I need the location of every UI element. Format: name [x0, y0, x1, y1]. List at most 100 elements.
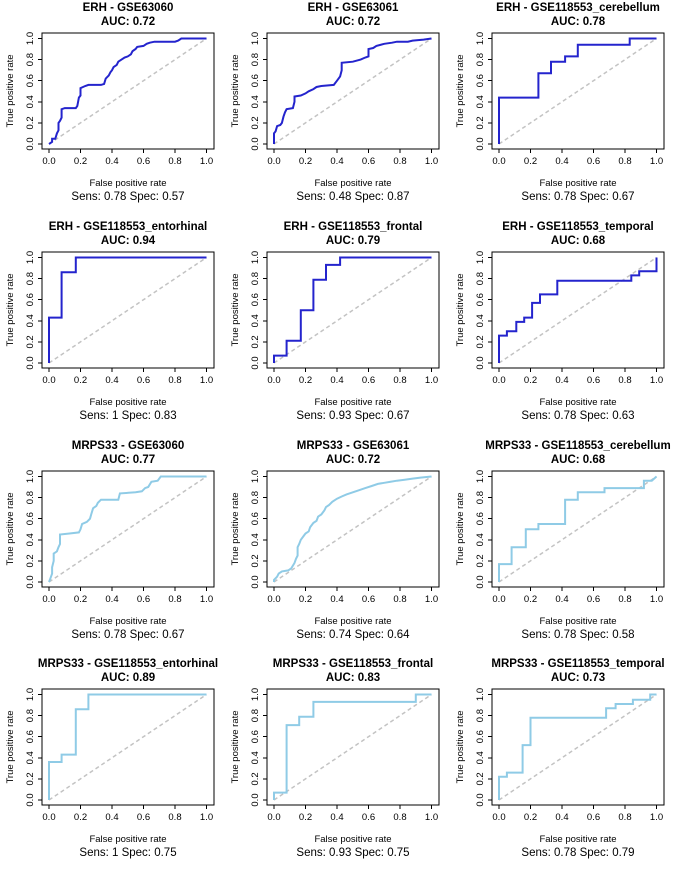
- roc-cell: ERH - GSE63060 AUC: 0.72 0.0 0.0 0.2 0.2 0.4 0.…: [0, 0, 225, 219]
- x-tick-label: 0.4: [555, 375, 568, 386]
- y-tick-label: 0.4: [250, 314, 261, 327]
- x-tick-label: 0.4: [555, 156, 568, 167]
- x-tick-label: 0.8: [618, 375, 631, 386]
- x-tick-label: 0.4: [105, 156, 118, 167]
- y-axis-label: True positive rate: [5, 711, 16, 784]
- y-tick-label: 0.0: [250, 356, 261, 369]
- x-tick-label: 0.2: [524, 375, 537, 386]
- roc-cell: MRPS33 - GSE63061 AUC: 0.72 0.0 0.0 0.2 0.2 0.…: [225, 438, 450, 657]
- plot-auc-label: AUC: 0.68: [551, 235, 606, 247]
- plot-auc-label: AUC: 0.72: [326, 454, 380, 466]
- roc-curve: [273, 693, 432, 801]
- plot-title: ERH - GSE63061: [308, 2, 399, 14]
- x-tick-label: 0.2: [524, 812, 537, 823]
- diagonal-reference-line: [48, 256, 207, 364]
- x-tick-label: 1.0: [425, 375, 438, 386]
- x-tick-label: 0.0: [42, 812, 55, 823]
- diagonal-reference-line: [498, 475, 657, 583]
- x-tick-label: 1.0: [650, 594, 663, 605]
- plot-auc-label: AUC: 0.72: [326, 16, 380, 28]
- roc-cell: MRPS33 - GSE118553_temporal AUC: 0.73 0.0 0…: [450, 656, 675, 875]
- y-tick-label: 0.2: [25, 773, 36, 786]
- y-tick-label: 0.6: [250, 74, 261, 87]
- plot-auc-label: AUC: 0.89: [101, 672, 155, 684]
- plot-auc-label: AUC: 0.73: [551, 672, 605, 684]
- roc-cell: ERH - GSE118553_entorhinal AUC: 0.94 0.0 0.…: [0, 219, 225, 438]
- x-tick-label: 0.6: [137, 594, 150, 605]
- plot-box: [491, 251, 665, 369]
- plot-sens-spec-caption: Sens: 0.93 Spec: 0.75: [296, 847, 409, 859]
- y-axis-label: True positive rate: [455, 273, 466, 346]
- roc-plot: MRPS33 - GSE118553_frontal AUC: 0.83 0.0 0.…: [230, 658, 440, 859]
- roc-plot: ERH - GSE118553_entorhinal AUC: 0.94 0.0 0.…: [5, 221, 215, 422]
- x-tick-label: 0.0: [492, 812, 505, 823]
- plot-box: [266, 251, 440, 369]
- plot-sens-spec-caption: Sens: 0.78 Spec: 0.67: [71, 629, 184, 641]
- x-tick-label: 1.0: [200, 812, 213, 823]
- plot-auc-label: AUC: 0.78: [551, 16, 606, 28]
- x-tick-label: 1.0: [650, 156, 663, 167]
- y-tick-label: 0.0: [250, 794, 261, 807]
- x-tick-label: 0.0: [42, 375, 55, 386]
- y-tick-label: 0.8: [25, 53, 36, 66]
- y-tick-label: 0.0: [475, 137, 486, 150]
- roc-cell: ERH - GSE118553_temporal AUC: 0.68 0.0 0.0 0…: [450, 219, 675, 438]
- plot-box: [41, 251, 215, 369]
- y-tick-label: 0.6: [250, 730, 261, 743]
- x-axis-label: False positive rate: [539, 616, 616, 627]
- y-tick-label: 0.4: [475, 751, 486, 764]
- x-tick-label: 0.4: [555, 594, 568, 605]
- y-tick-label: 0.8: [250, 490, 261, 503]
- plot-title: ERH - GSE118553_entorhinal: [49, 221, 208, 233]
- roc-cell: ERH - GSE118553_cerebellum AUC: 0.78 0.0 0.…: [450, 0, 675, 219]
- y-axis-label: True positive rate: [5, 54, 16, 127]
- y-tick-label: 0.2: [250, 116, 261, 129]
- plot-box: [41, 470, 215, 587]
- roc-curve: [498, 693, 657, 801]
- roc-plot: ERH - GSE118553_frontal AUC: 0.79 0.0 0.0 0.…: [230, 221, 440, 422]
- x-tick-label: 0.8: [168, 375, 181, 386]
- y-tick-label: 0.0: [25, 137, 36, 150]
- roc-plot: ERH - GSE118553_cerebellum AUC: 0.78 0.0 0.…: [455, 2, 665, 203]
- diagonal-reference-line: [273, 256, 432, 364]
- x-axis-label: False positive rate: [314, 834, 391, 845]
- plot-box: [266, 32, 440, 150]
- x-tick-label: 0.6: [137, 375, 150, 386]
- plot-title: MRPS33 - GSE63060: [72, 440, 185, 452]
- x-tick-label: 0.6: [362, 375, 375, 386]
- y-tick-label: 0.2: [25, 554, 36, 567]
- x-tick-label: 1.0: [425, 812, 438, 823]
- y-tick-label: 1.0: [25, 688, 36, 701]
- plot-box: [41, 32, 215, 150]
- y-tick-label: 0.6: [25, 74, 36, 87]
- y-tick-label: 1.0: [25, 251, 36, 264]
- x-axis-label: False positive rate: [89, 616, 166, 627]
- x-tick-label: 0.2: [299, 156, 312, 167]
- y-axis-label: True positive rate: [230, 54, 241, 127]
- x-axis-label: False positive rate: [314, 397, 391, 408]
- plot-box: [491, 470, 665, 587]
- y-tick-label: 0.0: [250, 137, 261, 150]
- diagonal-reference-line: [48, 37, 207, 145]
- plot-auc-label: AUC: 0.94: [101, 235, 156, 247]
- plot-sens-spec-caption: Sens: 0.78 Spec: 0.57: [71, 191, 184, 203]
- roc-plot: ERH - GSE63060 AUC: 0.72 0.0 0.0 0.2 0.2 0.4 0.…: [5, 2, 215, 203]
- y-tick-label: 0.8: [475, 709, 486, 722]
- x-tick-label: 0.0: [492, 375, 505, 386]
- x-axis-label: False positive rate: [89, 397, 166, 408]
- y-tick-label: 1.0: [250, 469, 261, 482]
- roc-curve: [273, 475, 432, 582]
- y-tick-label: 0.2: [250, 554, 261, 567]
- y-tick-label: 1.0: [475, 688, 486, 701]
- plot-title: ERH - GSE63060: [83, 2, 174, 14]
- y-tick-label: 1.0: [475, 251, 486, 264]
- roc-curve: [498, 37, 657, 144]
- roc-cell: MRPS33 - GSE63060 AUC: 0.77 0.0 0.0 0.2 0.2 0.…: [0, 438, 225, 657]
- plot-sens-spec-caption: Sens: 0.78 Spec: 0.67: [521, 191, 634, 203]
- roc-curve: [498, 257, 658, 363]
- y-tick-label: 1.0: [25, 32, 36, 45]
- roc-cell: ERH - GSE118553_frontal AUC: 0.79 0.0 0.0 0.…: [225, 219, 450, 438]
- y-tick-label: 0.0: [250, 575, 261, 588]
- y-tick-label: 0.0: [475, 575, 486, 588]
- plot-sens-spec-caption: Sens: 1 Spec: 0.75: [79, 847, 176, 859]
